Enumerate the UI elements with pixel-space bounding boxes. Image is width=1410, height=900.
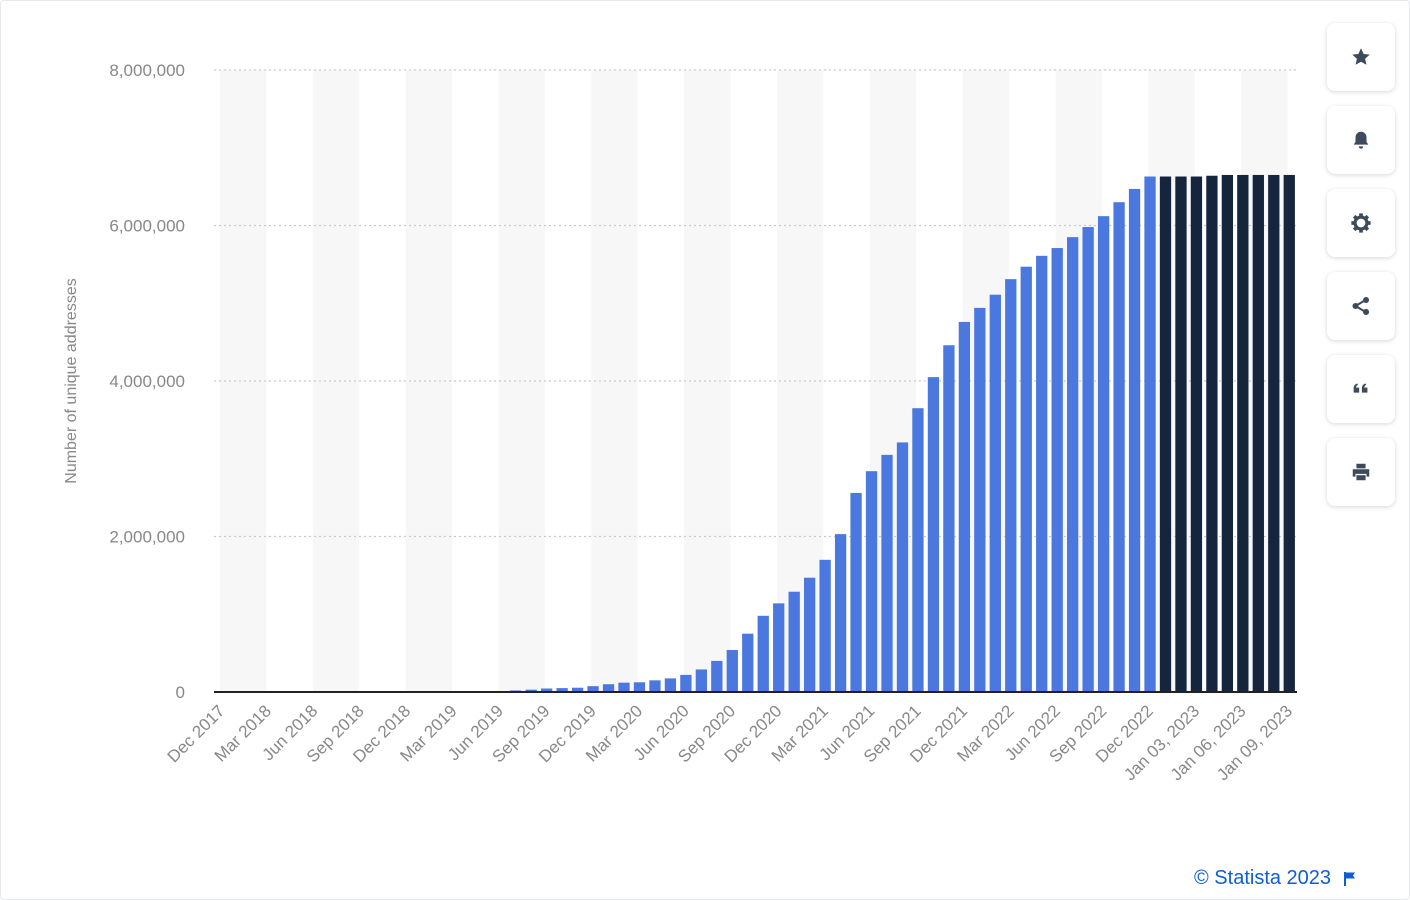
bar-sep-2022[interactable] <box>1097 216 1110 693</box>
bar-feb-2020[interactable] <box>618 682 630 692</box>
bar-jun-2021[interactable] <box>865 471 878 692</box>
bar-aug-2022[interactable] <box>1082 227 1094 692</box>
bar-jan-2021[interactable] <box>788 591 800 692</box>
column-band <box>220 70 267 692</box>
bar-feb-2022[interactable] <box>989 294 1001 692</box>
bar-jan-02-2023[interactable] <box>1175 176 1187 692</box>
printer-icon <box>1352 463 1370 481</box>
bar-jun-2022[interactable] <box>1051 248 1063 693</box>
bar-oct-2020[interactable] <box>742 633 754 692</box>
bar-aug-2021[interactable] <box>896 442 909 692</box>
bar-nov-2022[interactable] <box>1128 188 1141 692</box>
bar-sep-2021[interactable] <box>912 408 924 692</box>
bar-nov-2019[interactable] <box>571 687 584 692</box>
column-band <box>684 70 731 692</box>
statista-credit[interactable]: © Statista 2023 <box>1194 867 1357 890</box>
credit-text: © Statista 2023 <box>1194 867 1332 889</box>
bar-aug-2020[interactable] <box>711 660 723 692</box>
share-icon <box>1352 297 1370 315</box>
bar-jan-03-2023[interactable] <box>1190 176 1203 692</box>
bar-jan-04-2023[interactable] <box>1206 175 1218 693</box>
bars <box>510 174 1295 693</box>
gridlines <box>214 69 1297 538</box>
y-tick-label: 6,000,000 <box>109 217 185 236</box>
bar-apr-2020[interactable] <box>649 680 661 692</box>
bar-dec-2020[interactable] <box>773 603 785 692</box>
y-axis-label: Number of unique addresses <box>63 278 80 483</box>
y-tick-labels: 0 2,000,000 4,000,000 6,000,000 8,000,000 <box>109 61 185 702</box>
bar-feb-2021[interactable] <box>804 577 816 692</box>
bar-jan-09-2023[interactable] <box>1283 174 1295 692</box>
bar-dec-2022[interactable] <box>1144 176 1156 692</box>
bar-sep-2020[interactable] <box>726 650 738 692</box>
bar-apr-2022[interactable] <box>1020 266 1032 692</box>
bar-may-2022[interactable] <box>1036 255 1048 692</box>
bar-jan-2022[interactable] <box>974 307 986 692</box>
bar-oct-2021[interactable] <box>927 377 940 692</box>
bar-nov-2021[interactable] <box>943 345 955 692</box>
quote-icon <box>1353 383 1368 393</box>
bar-mar-2022[interactable] <box>1005 279 1017 692</box>
bar-jun-2020[interactable] <box>680 674 692 692</box>
bar-sep-2019[interactable] <box>540 688 553 692</box>
bar-apr-2021[interactable] <box>834 534 847 692</box>
bar-jan-08-2023[interactable] <box>1268 174 1280 692</box>
bar-jan-07-2023[interactable] <box>1252 174 1264 692</box>
column-band <box>498 70 545 692</box>
bar-jul-2021[interactable] <box>881 454 893 692</box>
share-button[interactable] <box>1327 272 1395 340</box>
bar-mar-2021[interactable] <box>819 559 831 692</box>
bar-jan-05-2023[interactable] <box>1221 174 1234 692</box>
bar-nov-2020[interactable] <box>757 615 769 692</box>
column-band <box>1148 70 1195 692</box>
bar-jul-2022[interactable] <box>1067 237 1079 692</box>
star-icon <box>1352 48 1370 65</box>
notification-button[interactable] <box>1327 106 1395 174</box>
bar-mar-2020[interactable] <box>633 682 646 692</box>
bar-chart: 0 2,000,000 4,000,000 6,000,000 8,000,000 De… <box>63 61 1297 784</box>
gear-icon <box>1351 213 1371 233</box>
cite-button[interactable] <box>1327 355 1395 423</box>
bar-may-2021[interactable] <box>850 492 862 692</box>
bar-jan-01-2023[interactable] <box>1159 176 1172 692</box>
column-band <box>869 70 917 692</box>
bar-jan-06-2023[interactable] <box>1237 174 1249 692</box>
bar-aug-2019[interactable] <box>525 689 537 692</box>
favorite-button[interactable] <box>1327 23 1395 91</box>
bar-oct-2022[interactable] <box>1113 202 1125 693</box>
y-tick-label: 2,000,000 <box>109 528 185 547</box>
flag-icon <box>1344 871 1356 886</box>
bell-icon <box>1353 131 1369 149</box>
y-tick-label: 8,000,000 <box>109 61 185 80</box>
print-button[interactable] <box>1327 438 1395 506</box>
bar-jul-2020[interactable] <box>695 669 707 692</box>
bar-oct-2019[interactable] <box>556 688 568 692</box>
bar-jan-2020[interactable] <box>602 684 615 692</box>
settings-button[interactable] <box>1327 189 1395 257</box>
bar-may-2020[interactable] <box>664 678 677 692</box>
y-tick-label: 0 <box>176 683 185 702</box>
bar-dec-2021[interactable] <box>958 321 971 692</box>
y-tick-label: 4,000,000 <box>109 372 185 391</box>
bar-dec-2019[interactable] <box>587 686 599 692</box>
